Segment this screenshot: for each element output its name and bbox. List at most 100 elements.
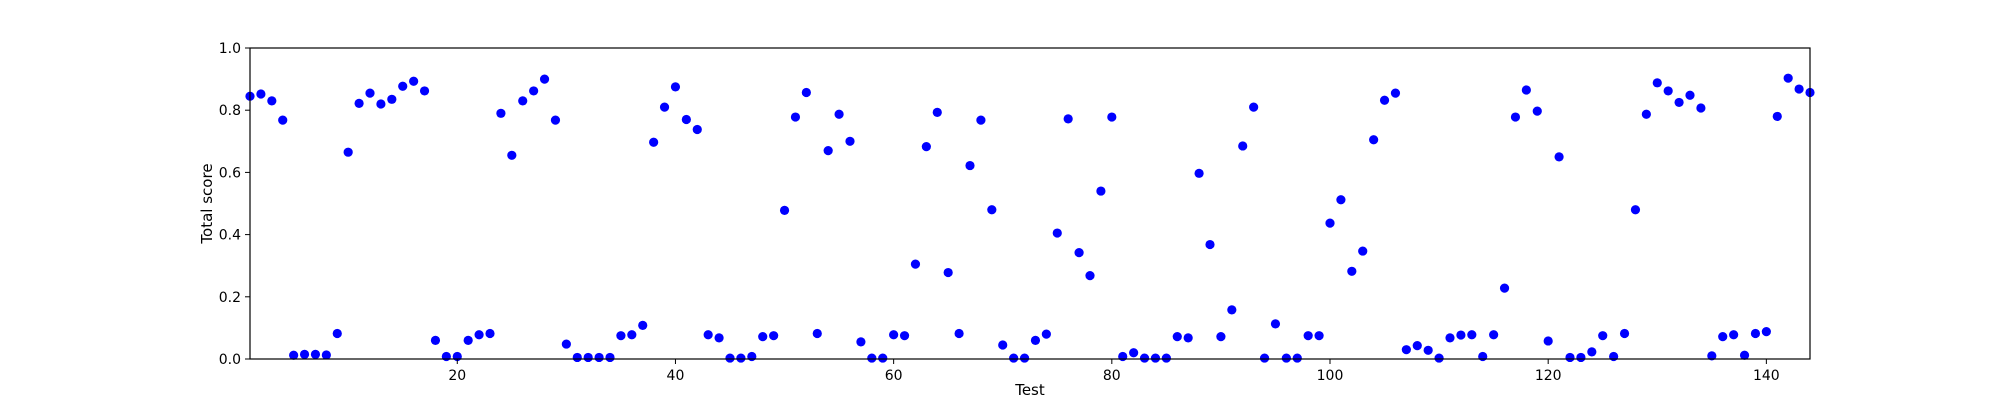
data-point <box>758 332 768 342</box>
data-point <box>1499 283 1510 293</box>
data-point <box>1019 353 1030 363</box>
data-point <box>1358 246 1368 256</box>
data-point <box>747 351 757 362</box>
data-point <box>1412 341 1422 351</box>
data-point <box>1456 330 1466 340</box>
data-point <box>1783 73 1793 83</box>
data-point <box>1074 248 1084 258</box>
data-point <box>878 353 888 363</box>
data-point <box>1227 305 1237 315</box>
data-point <box>561 339 571 349</box>
data-point <box>321 350 331 360</box>
data-point <box>376 99 386 109</box>
data-point <box>310 349 321 359</box>
data-point <box>867 353 877 363</box>
data-point <box>1543 336 1553 346</box>
y-axis-ticks: 0.0 0.2 0.4 0.6 0.8 1.0 <box>219 41 250 368</box>
data-point <box>1052 228 1062 238</box>
data-point <box>1685 90 1695 100</box>
data-point <box>1238 141 1248 151</box>
data-point <box>1270 319 1281 329</box>
data-point <box>343 147 353 157</box>
data-point <box>1434 353 1444 363</box>
data-point <box>627 330 637 340</box>
data-point <box>1521 85 1531 95</box>
data-point <box>299 349 310 359</box>
data-point <box>1390 88 1401 98</box>
data-point <box>1739 350 1750 360</box>
y-tick-label: 0.4 <box>219 228 241 244</box>
data-point <box>1281 353 1291 363</box>
data-point <box>1303 331 1313 341</box>
data-point <box>529 86 539 96</box>
data-point <box>1150 353 1161 363</box>
x-tick-label: 80 <box>1103 368 1121 384</box>
data-point <box>1598 331 1608 341</box>
y-tick-label: 0.6 <box>219 165 241 181</box>
x-axis-ticks: 20 40 60 80 100 120 140 <box>448 359 1780 384</box>
data-point <box>1663 86 1673 96</box>
data-point <box>441 351 451 362</box>
data-point <box>365 88 375 98</box>
data-point <box>649 137 659 147</box>
data-point <box>1794 84 1804 94</box>
data-point <box>463 335 473 345</box>
data-point <box>769 331 779 341</box>
data-point <box>1467 330 1477 340</box>
data-point <box>736 353 746 363</box>
x-axis-label: Test <box>1014 381 1045 399</box>
data-point <box>1194 168 1204 178</box>
data-point <box>387 94 397 104</box>
x-tick-label: 20 <box>448 368 466 384</box>
data-point <box>1063 114 1073 124</box>
data-point <box>932 107 942 117</box>
data-point <box>1750 328 1761 339</box>
data-point <box>834 109 844 119</box>
data-point <box>1576 352 1586 363</box>
data-point <box>779 205 790 215</box>
y-tick-label: 1.0 <box>219 41 241 57</box>
data-point <box>419 86 430 96</box>
data-point <box>845 136 855 146</box>
data-point <box>943 267 953 278</box>
data-point <box>1630 205 1641 215</box>
data-point <box>692 124 702 135</box>
data-point <box>714 333 724 343</box>
data-point <box>539 74 550 84</box>
data-point <box>1489 330 1499 340</box>
data-point <box>1205 239 1215 250</box>
data-point <box>1445 333 1455 343</box>
data-point <box>1249 102 1259 112</box>
data-point <box>1718 332 1728 342</box>
data-point <box>1129 348 1139 358</box>
data-point <box>1107 112 1117 122</box>
data-point <box>1314 331 1324 341</box>
data-point <box>638 320 648 331</box>
data-point <box>1009 353 1019 363</box>
data-point <box>921 141 931 152</box>
x-tick-label: 140 <box>1753 368 1780 384</box>
data-point <box>1510 112 1521 122</box>
data-point <box>616 331 626 341</box>
data-point <box>965 160 975 171</box>
data-point <box>1085 271 1095 281</box>
data-point <box>583 352 593 363</box>
data-point <box>1532 106 1542 116</box>
data-point <box>1096 186 1106 196</box>
data-point <box>954 328 964 339</box>
data-point <box>572 352 582 363</box>
data-point <box>430 335 441 345</box>
x-tick-label: 100 <box>1317 368 1344 384</box>
data-point <box>790 112 801 122</box>
data-point <box>987 205 997 215</box>
data-point <box>889 330 899 340</box>
x-tick-label: 60 <box>885 368 903 384</box>
data-point <box>1118 351 1128 362</box>
data-point <box>398 81 408 91</box>
data-point <box>1369 135 1379 145</box>
data-point <box>474 330 484 340</box>
data-point <box>681 114 691 125</box>
data-point <box>1183 333 1193 343</box>
data-point <box>703 330 713 340</box>
